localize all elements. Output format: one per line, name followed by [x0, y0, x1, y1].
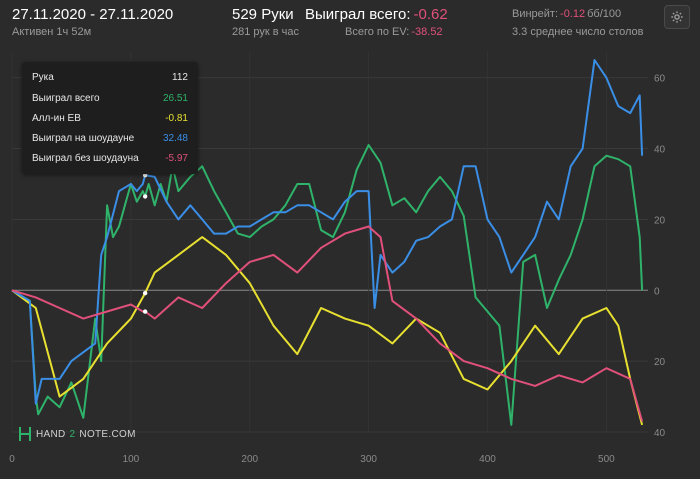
total-ev: Всего по EV: -38.52 [345, 26, 443, 38]
total-ev-label: Всего по EV: [345, 26, 410, 38]
total-won: Выиграл всего: -0.62 [305, 6, 448, 23]
logo-text-left: HAND [36, 428, 66, 440]
legend-value: 32.48 [162, 133, 188, 144]
legend-value: -5.97 [165, 153, 188, 164]
legend-label: Алл-ин EB [32, 113, 81, 124]
hover-point [142, 309, 148, 314]
total-ev-value: -38.52 [411, 26, 443, 38]
winrate-value: -0.12 [560, 8, 586, 20]
winrate-label: Винрейт: [512, 8, 559, 20]
legend-value: 26.51 [162, 93, 188, 104]
y-tick-label: 60 [654, 74, 666, 85]
session-duration: Активен 1ч 52м [12, 26, 92, 38]
series-line [11, 59, 644, 405]
hover-point [142, 172, 148, 178]
settings-button[interactable] [664, 5, 690, 29]
legend-value: -0.81 [165, 113, 188, 124]
legend-value: 112 [172, 72, 188, 83]
series-line [11, 225, 644, 422]
x-tick-label: 0 [9, 454, 15, 465]
x-tick-label: 200 [241, 454, 258, 465]
x-tick-label: 500 [598, 454, 615, 465]
y-tick-label: 40 [654, 145, 666, 156]
series-line [11, 144, 644, 426]
hover-point [142, 194, 148, 199]
total-won-value: -0.62 [413, 6, 448, 23]
winrate: Винрейт: -0.12 бб/100 [512, 8, 621, 20]
x-tick-label: 400 [479, 454, 496, 465]
date-range: 27.11.2020 - 27.11.2020 [12, 6, 174, 23]
hands-per-hour: 281 рук в час [232, 26, 300, 38]
legend-row: Выиграл на шоудауне 32.48 [32, 133, 188, 147]
chart-series [11, 59, 644, 426]
x-tick-label: 100 [123, 454, 140, 465]
legend-label: Выиграл всего [32, 93, 100, 104]
header: 27.11.2020 - 27.11.2020 Активен 1ч 52м 5… [0, 0, 700, 48]
hands-count: 529 Руки [232, 6, 294, 23]
y-tick-label: 0 [654, 286, 660, 297]
winrate-unit: бб/100 [587, 8, 622, 20]
y-tick-label: 40 [654, 428, 666, 439]
legend-row: Выиграл без шоудауна -5.97 [32, 153, 188, 167]
avg-tables: 3.3 среднее число столов [512, 26, 644, 38]
x-tick-label: 300 [360, 454, 377, 465]
y-tick-label: 20 [654, 357, 666, 368]
legend-row: Выиграл всего 26.51 [32, 93, 188, 107]
hover-legend: Рука 112 Выиграл всего 26.51 Алл-ин EB -… [22, 62, 198, 174]
logo-mark-icon [19, 427, 31, 441]
legend-row: Рука 112 [32, 72, 188, 86]
series-line [11, 236, 644, 426]
logo-text-right: NOTE.COM [79, 428, 136, 440]
hand2note-logo: HAND 2 NOTE.COM [18, 425, 136, 443]
chart-hover-markers [142, 172, 148, 314]
legend-label: Выиграл на шоудауне [32, 133, 135, 144]
logo-text-num: 2 [69, 428, 76, 440]
legend-row: Алл-ин EB -0.81 [32, 113, 188, 127]
legend-label: Выиграл без шоудауна [32, 153, 139, 164]
gear-icon [671, 11, 683, 23]
legend-label: Рука [32, 72, 54, 83]
y-tick-label: 20 [654, 215, 666, 226]
hover-point [142, 290, 148, 296]
total-won-label: Выиграл всего: [305, 6, 411, 23]
